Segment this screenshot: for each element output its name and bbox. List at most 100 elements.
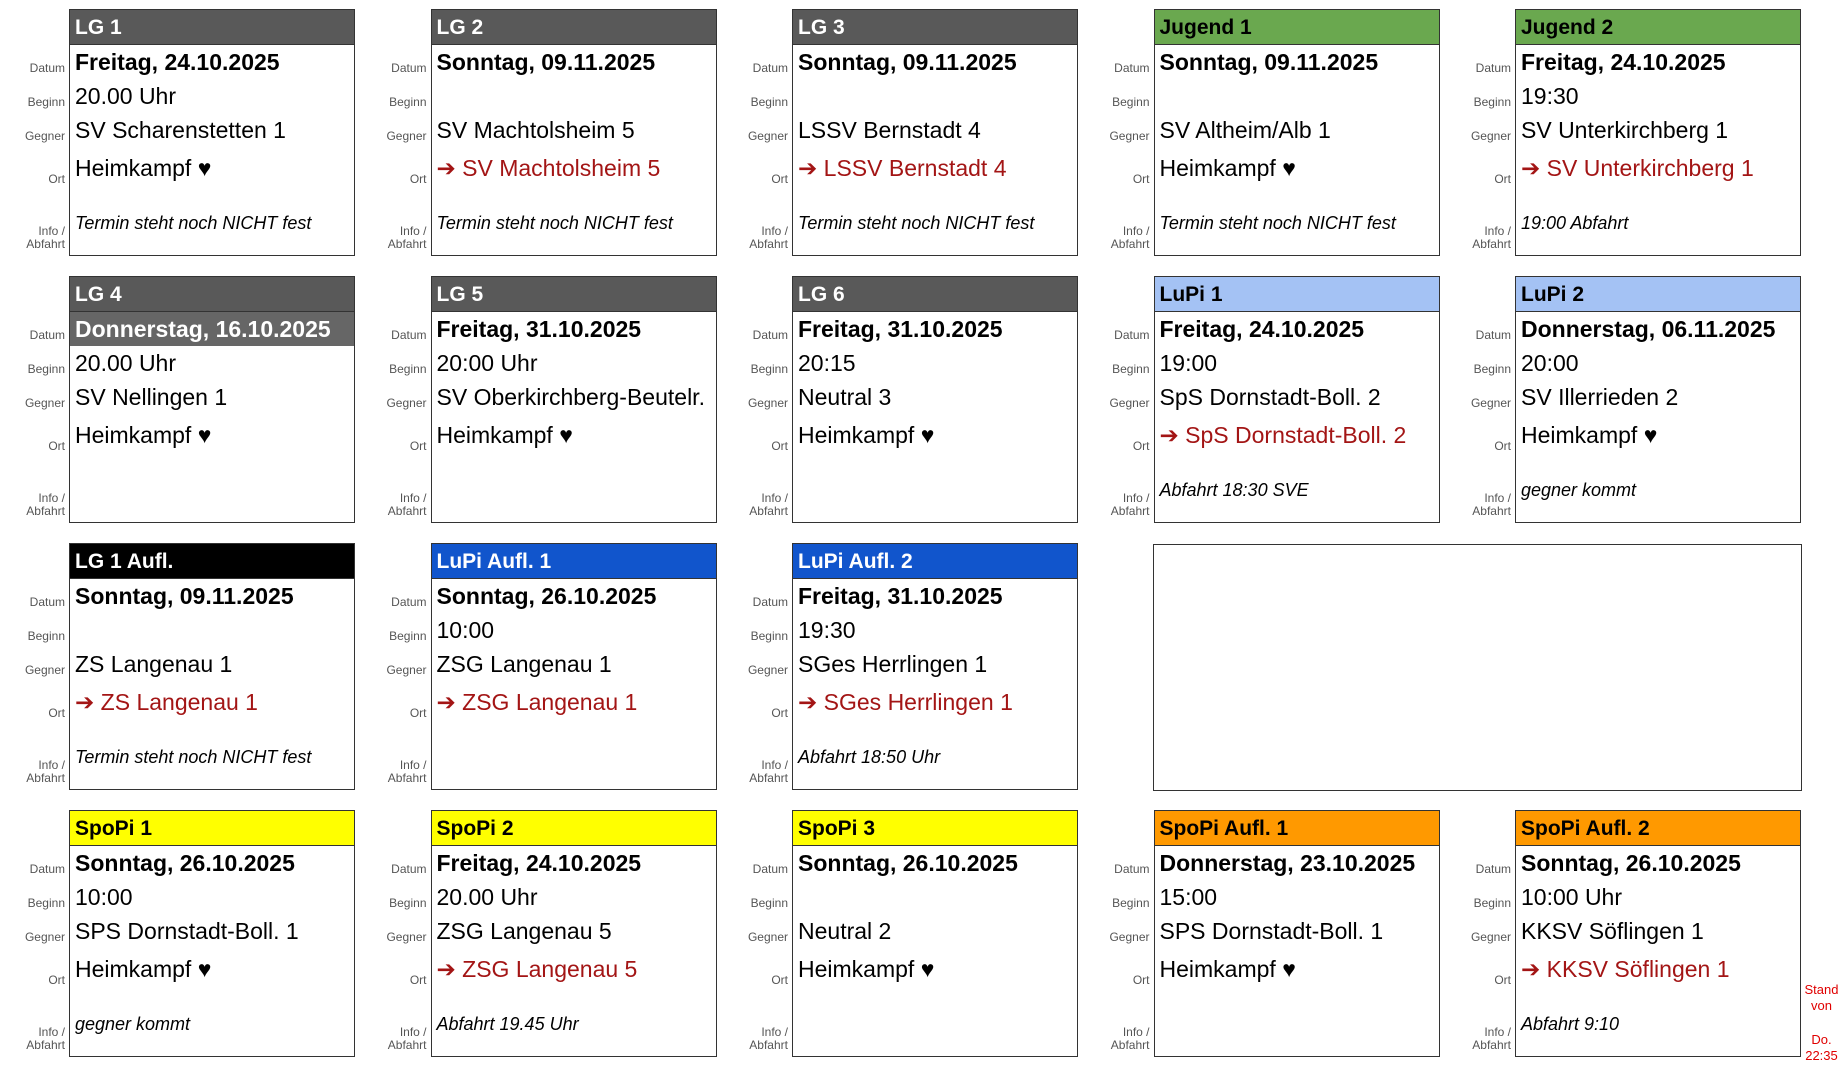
field-label: Beginn: [27, 629, 65, 643]
info: Abfahrt 18:50 Uhr: [798, 747, 941, 767]
status: Stand von Do. 22:35: [1800, 982, 1843, 1064]
field-label: Ort: [409, 706, 427, 720]
date: Freitag, 24.10.2025: [1159, 316, 1365, 342]
date: Sonntag, 09.11.2025: [1159, 49, 1379, 75]
card-title: LuPi 1: [1154, 277, 1439, 312]
status-label: Stand von: [1804, 982, 1839, 1013]
field-label: Datum: [391, 328, 427, 342]
date: Freitag, 24.10.2025: [75, 49, 280, 75]
field-label: Gegner: [24, 930, 65, 944]
opponent: SpS Dornstadt-Boll. 2: [1159, 384, 1381, 410]
field-label: Info / Abfahrt: [387, 491, 427, 518]
date: Sonntag, 26.10.2025: [798, 850, 1018, 876]
field-label: Info / Abfahrt: [26, 758, 65, 785]
field-label: Beginn: [1473, 95, 1511, 109]
opponent: ZSG Langenau 1: [436, 651, 612, 677]
date: Sonntag, 26.10.2025: [75, 850, 295, 876]
card: SpoPi 3 Sonntag, 26.10.2025 Neutral 2 Heimk…: [792, 810, 1078, 1057]
field-label: Datum: [1114, 862, 1150, 876]
opponent: Neutral 3: [798, 384, 892, 410]
field-label: Gegner: [1470, 129, 1511, 143]
field-label: Beginn: [1473, 896, 1511, 910]
date: Sonntag, 09.11.2025: [798, 49, 1017, 75]
info: Termin steht noch NICHT fest: [75, 213, 312, 233]
field-label: Datum: [391, 595, 427, 609]
field-label: Beginn: [27, 896, 65, 910]
time: 15:00: [1159, 884, 1218, 910]
info: Abfahrt 19.45 Uhr: [436, 1014, 579, 1034]
location: ➔ SGes Herrlingen 1: [798, 689, 1013, 715]
info: Termin steht noch NICHT fest: [75, 747, 312, 767]
opponent: LSSV Bernstadt 4: [798, 117, 981, 143]
field-label: Ort: [771, 706, 788, 720]
card: LG 1 Freitag, 24.10.2025 20.00 Uhr SV Schar…: [69, 9, 355, 256]
info: Termin steht noch NICHT fest: [798, 213, 1035, 233]
field-label: Beginn: [27, 362, 65, 376]
field-label: Beginn: [750, 896, 788, 910]
card-title: SpoPi 1: [70, 811, 354, 846]
opponent: SV Illerrieden 2: [1521, 384, 1679, 410]
info: [793, 991, 1077, 1057]
opponent: SV Unterkirchberg 1: [1521, 117, 1729, 143]
opponent: SPS Dornstadt-Boll. 1: [75, 918, 299, 944]
card: SpoPi Aufl. 2 Sonntag, 26.10.2025 10:00 Uh…: [1515, 810, 1801, 1057]
date: Donnerstag, 23.10.2025: [1159, 850, 1416, 876]
field-label: Datum: [391, 862, 427, 876]
location: Heimkampf ♥: [798, 956, 935, 982]
field-label: Gegner: [747, 129, 788, 143]
time: 10:00 Uhr: [1521, 884, 1623, 910]
field-label: Ort: [1132, 172, 1150, 186]
field-label: Beginn: [1473, 362, 1511, 376]
field-label: Datum: [752, 595, 788, 609]
card-title: LG 1 Aufl.: [70, 544, 354, 579]
field-label: Ort: [771, 973, 788, 987]
field-label: Beginn: [389, 95, 427, 109]
field-label: Ort: [1494, 439, 1511, 453]
field-label: Datum: [1114, 328, 1150, 342]
time: [432, 79, 716, 113]
time: 20.00 Uhr: [75, 350, 177, 376]
field-label: Beginn: [27, 95, 65, 109]
time: 19:30: [798, 617, 856, 643]
location: ➔ SV Machtolsheim 5: [436, 155, 661, 181]
field-label: Ort: [48, 706, 65, 720]
field-label: Gegner: [24, 663, 65, 677]
time: 20:00: [1521, 350, 1579, 376]
field-label: Info / Abfahrt: [26, 224, 65, 251]
opponent: SV Oberkirchberg-Beutelr.: [436, 384, 705, 410]
card-title: LG 6: [793, 277, 1077, 312]
time: 20:00 Uhr: [436, 350, 538, 376]
card-title: LG 1: [70, 10, 354, 45]
location: ➔ LSSV Bernstadt 4: [798, 155, 1007, 181]
field-label: Ort: [771, 172, 788, 186]
card-title: SpoPi Aufl. 2: [1516, 811, 1800, 846]
field-label: Gegner: [747, 663, 788, 677]
info: Abfahrt 18:30 SVE: [1159, 480, 1309, 500]
field-label: Ort: [1494, 973, 1511, 987]
field-label: Ort: [48, 973, 65, 987]
field-label: Beginn: [750, 629, 788, 643]
card-title: Jugend 2: [1516, 10, 1800, 45]
time: 19:00: [1159, 350, 1218, 376]
card-title: LG 4: [70, 277, 354, 312]
date: Donnerstag, 06.11.2025: [1521, 316, 1776, 342]
field-label: Ort: [1132, 439, 1150, 453]
card-title: SpoPi 2: [431, 811, 716, 846]
field-label: Info / Abfahrt: [1110, 1025, 1150, 1052]
opponent: SGes Herrlingen 1: [798, 651, 988, 677]
card: LuPi Aufl. 2 Freitag, 31.10.2025 19:30 SGes…: [792, 543, 1078, 790]
field-label: Info / Abfahrt: [387, 758, 427, 785]
field-label: Gegner: [386, 396, 427, 410]
field-label: Gegner: [386, 930, 427, 944]
location: ➔ ZSG Langenau 1: [436, 689, 638, 715]
date: Freitag, 24.10.2025: [436, 850, 642, 876]
location: ➔ ZSG Langenau 5: [436, 956, 638, 982]
field-label: Gegner: [24, 396, 65, 410]
time: 10:00: [436, 617, 495, 643]
card-title: LuPi Aufl. 2: [793, 544, 1077, 579]
opponent: Neutral 2: [798, 918, 892, 944]
card: LG 5 Freitag, 31.10.2025 20:00 Uhr SV Oberk…: [430, 276, 717, 523]
card: LuPi 1 Freitag, 24.10.2025 19:00 SpS Dornst…: [1153, 276, 1440, 523]
field-label: Datum: [29, 61, 65, 75]
